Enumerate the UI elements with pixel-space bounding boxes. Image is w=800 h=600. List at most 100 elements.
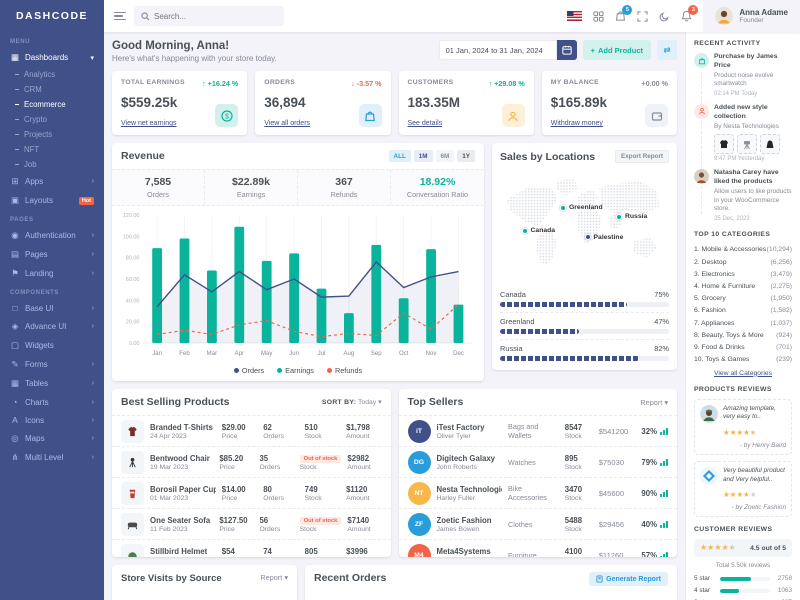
col-label: Stock [304,494,322,502]
sidebar-item-job[interactable]: Job [0,157,104,172]
mini-bars-icon [660,458,669,466]
sidebar-item-analytics[interactable]: Analytics [0,67,104,82]
product-name[interactable]: One Seater Sofa [150,515,211,525]
category-item[interactable]: 3. Electronics (3,479) [694,268,792,280]
sidebar-item-projects[interactable]: Projects [0,127,104,142]
activity-item[interactable]: Natasha Carey have liked the products Al… [694,169,792,222]
box-icon: □ [12,303,18,313]
seller-company[interactable]: Meta4Systems [436,546,491,556]
search-input[interactable] [154,11,277,21]
map-marker-canada[interactable]: Canada [521,227,556,234]
seller-company[interactable]: Digitech Galaxy [436,453,496,463]
category-item[interactable]: 8. Beauty, Toys & More (924) [694,329,792,341]
sidebar-item-widgets[interactable]: ▢ Widgets [0,336,104,355]
activity-title-text: Added new style collection [714,103,768,120]
category-item[interactable]: 5. Grocery (1,950) [694,293,792,305]
category-item[interactable]: 9. Food & Drinks (701) [694,341,792,353]
sidebar-item-forms[interactable]: ✎ Forms › [0,355,104,374]
revenue-panel: Revenue ALL 1M 6M 1Y 7,585 Orders $22.89k… [112,143,484,381]
seller-company[interactable]: Zoetic Fashion [436,515,492,525]
export-report-button[interactable]: Export Report [615,150,669,163]
category-item[interactable]: 1. Mobile & Accessories (10,294) [694,244,792,256]
add-product-button[interactable]: + Add Product [582,40,651,60]
map-marker-greenland[interactable]: Greenland [560,204,603,211]
product-name[interactable]: Bentwood Chair [150,453,210,463]
sort-by-dropdown[interactable]: SORT BY: Today ▾ [322,398,382,406]
rating-row-count: 2758 [777,575,792,583]
language-flag-icon[interactable] [567,11,583,21]
stat-card-balance: MY BALANCE +0.00 % $165.89k Withdraw mon… [541,71,677,135]
stat-link[interactable]: Withdraw money [550,120,603,127]
view-all-categories-link[interactable]: View all Categories [713,369,773,377]
apps-grid-icon[interactable] [593,10,604,22]
category-item[interactable]: 4. Home & Furniture (2,275) [694,280,792,292]
sidebar-item-crypto[interactable]: Crypto [0,112,104,127]
map-marker-russia[interactable]: Russia [616,213,647,220]
seller-company[interactable]: iTest Factory [436,422,485,432]
seller-company[interactable]: Nesta Technologies [436,484,503,494]
table-icon: ▦ [10,378,20,388]
report-dropdown[interactable]: Report ▾ [640,398,668,407]
revenue-tab-6m[interactable]: 6M [435,150,455,162]
shopping-cart-icon[interactable]: 5 [615,5,633,22]
category-item[interactable]: 6. Fashion (1,582) [694,305,792,317]
sidebar-item-maps[interactable]: ◎ Maps › [0,429,104,448]
product-name[interactable]: Borosil Paper Cup [150,484,216,494]
stat-link[interactable]: View all orders [264,120,311,127]
user-menu[interactable]: Anna Adame Founder [703,0,800,32]
sidebar-item-layouts[interactable]: ▣ Layouts Hot [0,191,104,210]
hamburger-menu-button[interactable] [114,11,126,21]
date-range-input[interactable] [438,40,557,60]
product-thumb-camera[interactable] [737,134,757,155]
sidebar-item-base-ui[interactable]: □ Base UI › [0,299,104,317]
product-name[interactable]: Branded T-Shirts [150,422,213,432]
stat-link[interactable]: See details [407,120,443,127]
revenue-tab-1y[interactable]: 1Y [457,150,475,162]
review-card[interactable]: Very beautiful product and Very helpful.… [694,460,792,518]
revenue-tab-all[interactable]: ALL [388,150,411,162]
seller-owner: Oliver Tyler [436,432,471,440]
category-item[interactable]: 7. Appliances (1,037) [694,317,792,329]
stat-delta-value: +0.00 % [641,79,668,88]
trend-up-icon: ↑ [488,79,493,88]
sidebar-item-apps[interactable]: ⊞ Apps › [0,172,104,191]
shuffle-button[interactable]: ⇄ [657,40,677,60]
sidebar-item-crm[interactable]: CRM [0,82,104,97]
layouts-icon: ▣ [10,195,20,205]
apps-icon: ⊞ [11,176,19,186]
revenue-tab-1m[interactable]: 1M [413,150,433,162]
sidebar-item-ecommerce[interactable]: Ecommerce [0,97,104,112]
app-logo[interactable]: DASHCODE [15,10,89,22]
generate-report-button[interactable]: Generate Report [589,572,668,586]
product-name[interactable]: Stillbird Helmet [150,546,208,556]
sidebar-item-icons[interactable]: A Icons › [0,411,104,429]
calendar-icon-button[interactable] [556,40,577,60]
category-item[interactable]: 10. Toys & Games (239) [694,354,792,366]
activity-item[interactable]: Purchase by James Price Product noise ev… [694,53,792,97]
fullscreen-icon[interactable] [637,10,648,22]
seller-owner: John Roberts [436,463,477,471]
product-date: 24 Apr 2023 [150,432,187,440]
activity-item[interactable]: Added new style collection By Nesta Tech… [694,103,792,162]
category-item[interactable]: 2. Desktop (6,256) [694,256,792,268]
sidebar-item-advance-ui[interactable]: ◈ Advance UI › [0,317,104,336]
notification-bell-icon[interactable]: 3 [681,5,699,22]
sidebar-item-charts[interactable]: ◔ Charts › [0,393,104,411]
marker-label: Canada [530,227,556,234]
map-pin-icon: ◎ [11,433,19,443]
stat-link[interactable]: View net earnings [121,120,177,127]
sidebar-item-tables[interactable]: ▦ Tables › [0,374,104,393]
sidebar-item-landing[interactable]: ⚑ Landing › [0,264,104,283]
review-card[interactable]: Amazing template, very easy to.. ★★★★★ ★★… [694,398,792,455]
map-marker-palestine[interactable]: Palestine [584,234,623,241]
sidebar-item-pages[interactable]: ▤ Pages › [0,245,104,264]
sidebar-item-dashboards[interactable]: ▦ Dashboards ▾ [0,48,104,67]
report-dropdown[interactable]: Report ▾ [260,573,288,582]
product-thumb-jacket[interactable] [714,134,734,155]
dark-mode-moon-icon[interactable] [659,11,670,22]
sidebar-item-label: Base UI [25,303,54,313]
sidebar-item-multi-level[interactable]: ⋔ Multi Level › [0,448,104,467]
sidebar-item-authentication[interactable]: ◉ Authentication › [0,226,104,245]
sidebar-item-nft[interactable]: NFT [0,142,104,157]
product-thumb-bag[interactable] [760,134,780,155]
